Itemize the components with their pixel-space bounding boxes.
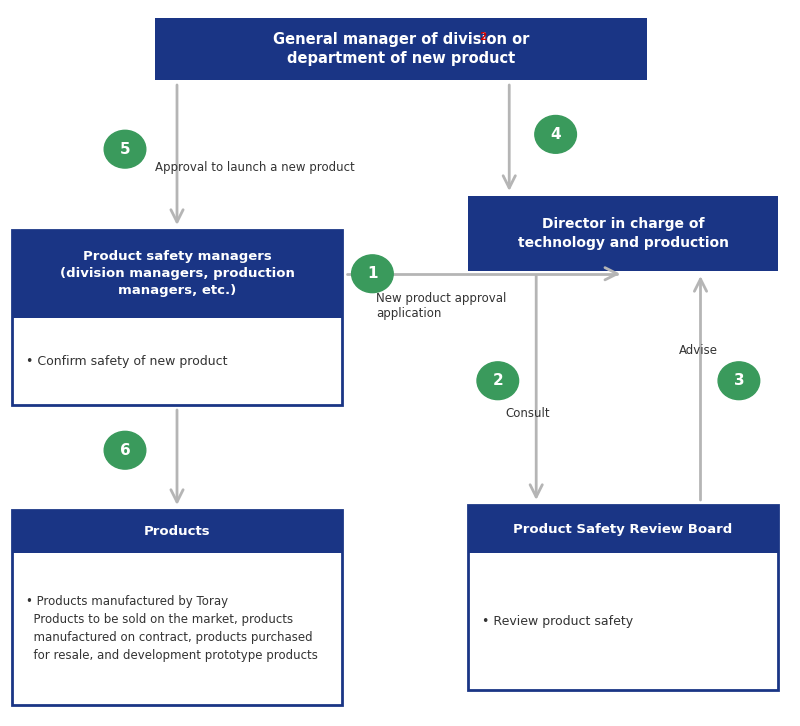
- Text: 6: 6: [120, 443, 130, 457]
- Text: New product approval
application: New product approval application: [376, 293, 506, 320]
- FancyBboxPatch shape: [468, 196, 778, 271]
- Text: 2: 2: [479, 31, 486, 41]
- Text: 1: 1: [367, 266, 378, 281]
- Text: Products: Products: [144, 525, 210, 538]
- Text: General manager of division or
department of new product: General manager of division or departmen…: [273, 32, 529, 66]
- FancyBboxPatch shape: [12, 230, 342, 317]
- Text: 5: 5: [120, 142, 130, 157]
- Circle shape: [351, 255, 394, 293]
- Text: Product Safety Review Board: Product Safety Review Board: [514, 523, 733, 536]
- FancyBboxPatch shape: [468, 505, 778, 553]
- Text: Approval to launch a new product: Approval to launch a new product: [155, 161, 355, 174]
- Text: Consult: Consult: [506, 407, 550, 420]
- FancyBboxPatch shape: [12, 230, 342, 405]
- FancyBboxPatch shape: [468, 505, 778, 690]
- Text: • Products manufactured by Toray
  Products to be sold on the market, products
 : • Products manufactured by Toray Product…: [26, 595, 318, 662]
- Circle shape: [718, 362, 760, 399]
- Text: 2: 2: [493, 373, 503, 388]
- Circle shape: [104, 130, 146, 168]
- Text: Director in charge of
technology and production: Director in charge of technology and pro…: [518, 217, 729, 250]
- Text: • Review product safety: • Review product safety: [482, 615, 634, 628]
- FancyBboxPatch shape: [155, 18, 647, 80]
- FancyBboxPatch shape: [12, 510, 342, 553]
- Text: Advise: Advise: [679, 343, 718, 356]
- Text: Product safety managers
(division managers, production
managers, etc.): Product safety managers (division manage…: [59, 250, 294, 297]
- Circle shape: [477, 362, 518, 399]
- Text: 4: 4: [550, 127, 561, 142]
- Circle shape: [535, 115, 577, 153]
- Circle shape: [104, 431, 146, 469]
- Text: • Confirm safety of new product: • Confirm safety of new product: [26, 355, 228, 368]
- FancyBboxPatch shape: [12, 510, 342, 705]
- Text: 3: 3: [734, 373, 744, 388]
